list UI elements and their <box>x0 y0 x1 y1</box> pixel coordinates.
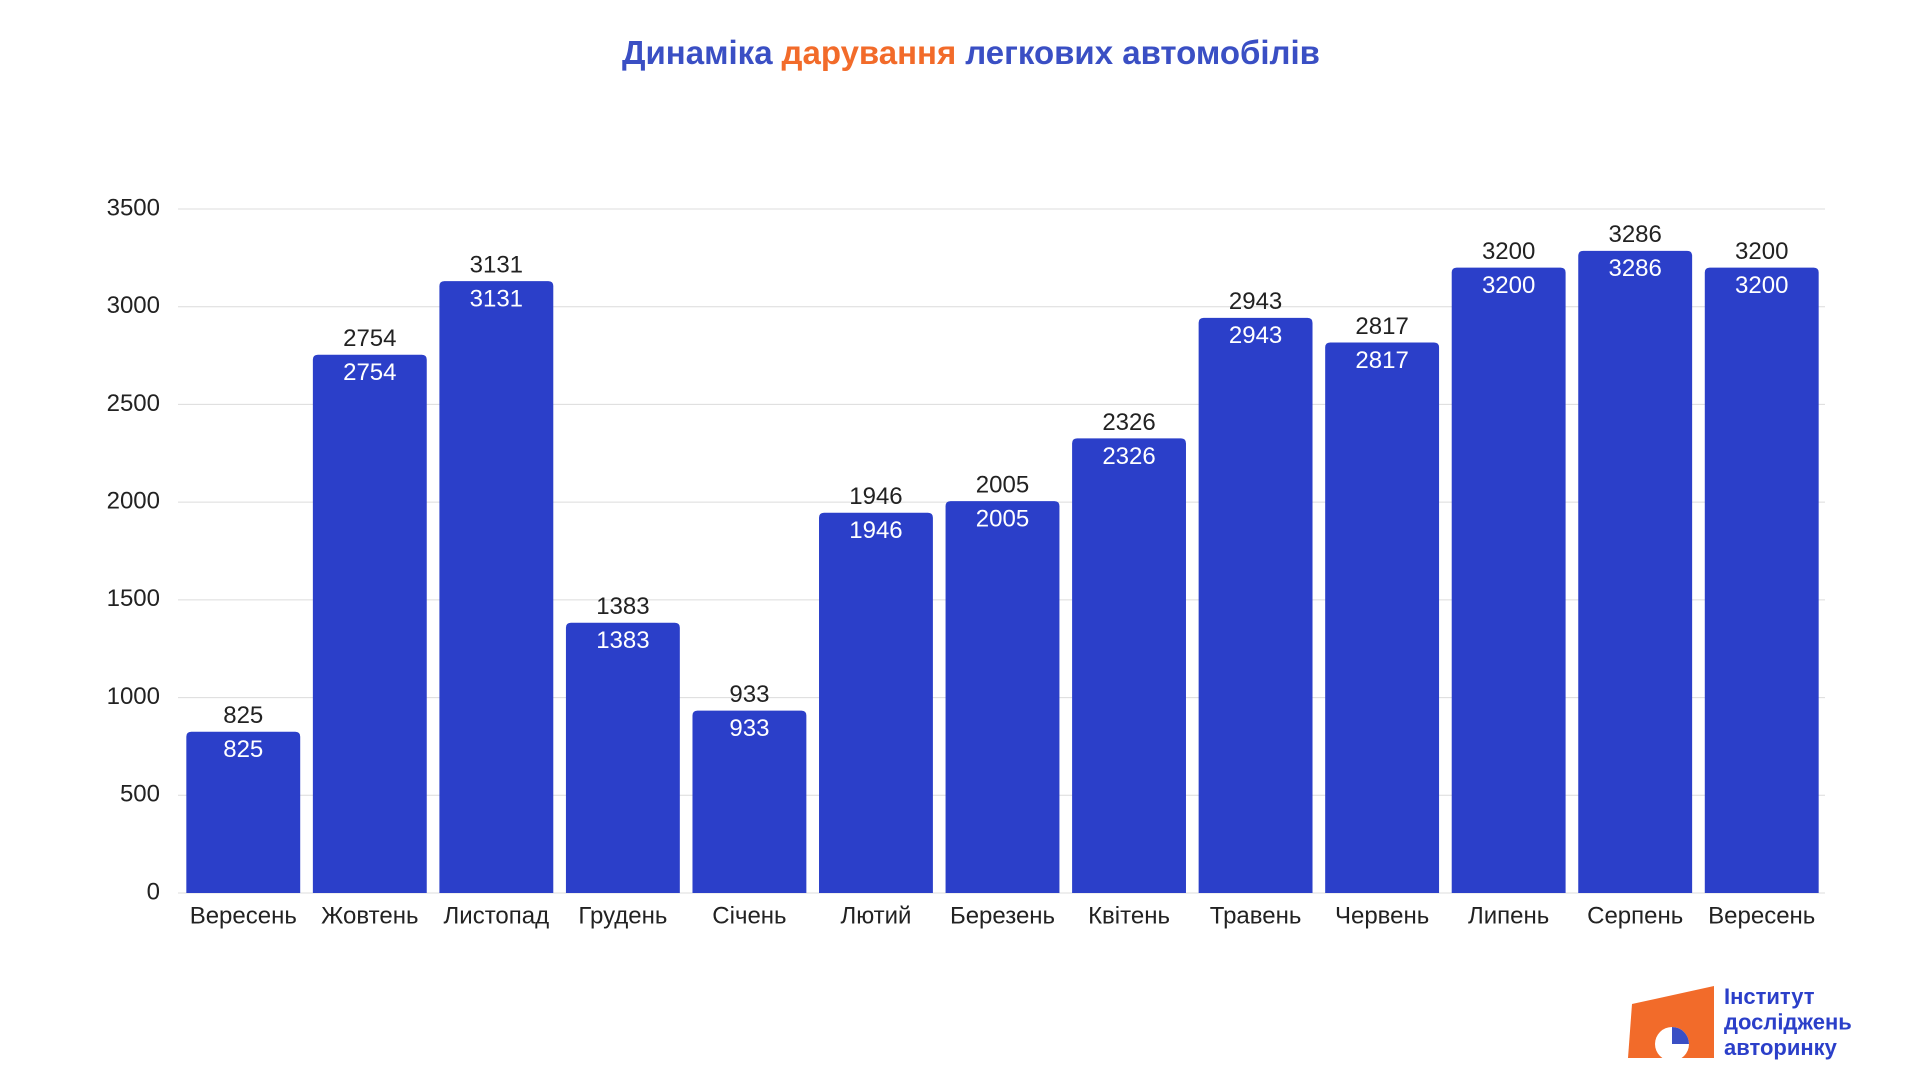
bar <box>565 622 680 893</box>
bar <box>1704 267 1819 894</box>
value-label: 3200 <box>1482 238 1535 265</box>
y-tick-label: 3000 <box>107 292 160 319</box>
value-label: 2943 <box>1229 288 1282 315</box>
value-label-inner: 2817 <box>1355 347 1408 374</box>
x-tick-label: Листопад <box>444 902 550 929</box>
x-tick-label: Червень <box>1335 902 1429 929</box>
value-label-inner: 825 <box>223 736 263 763</box>
logo-text: Інститут <box>1724 984 1815 1009</box>
value-label-inner: 3131 <box>470 285 523 312</box>
x-tick-label: Липень <box>1468 902 1549 929</box>
x-tick-label: Травень <box>1210 902 1302 929</box>
value-label-inner: 3200 <box>1735 272 1788 299</box>
logo-text: авторинку <box>1724 1035 1838 1060</box>
value-label: 825 <box>223 702 263 729</box>
value-label: 1946 <box>849 483 902 510</box>
x-tick-label: Лютий <box>840 902 911 929</box>
value-label: 3200 <box>1735 238 1788 265</box>
title-part: легкових автомобілів <box>965 34 1320 71</box>
value-label: 933 <box>729 681 769 708</box>
value-label-inner: 1383 <box>596 627 649 654</box>
value-label-inner: 933 <box>729 715 769 742</box>
bar <box>1072 438 1186 893</box>
value-label: 2005 <box>976 472 1029 499</box>
y-tick-label: 3500 <box>107 194 160 221</box>
chart-title: Динаміка дарування легкових автомобілів <box>622 34 1320 71</box>
value-label-inner: 3200 <box>1482 272 1535 299</box>
logo <box>1628 986 1714 1061</box>
value-label-inner: 2754 <box>343 359 396 386</box>
value-label-inner: 2943 <box>1229 322 1282 349</box>
bar <box>186 731 301 893</box>
value-label: 3131 <box>470 251 523 278</box>
value-label: 1383 <box>596 593 649 620</box>
x-tick-label: Вересень <box>190 902 297 929</box>
logo-text: досліджень <box>1724 1009 1852 1034</box>
value-label-inner: 2326 <box>1102 443 1155 470</box>
bar <box>945 501 1060 893</box>
bar <box>692 710 807 893</box>
x-tick-label: Січень <box>712 902 786 929</box>
bar <box>312 354 427 894</box>
bar <box>439 281 554 893</box>
title-part: Динаміка <box>622 34 773 71</box>
logo-shape <box>1628 986 1714 1058</box>
value-label: 2326 <box>1102 409 1155 436</box>
y-tick-label: 500 <box>120 781 160 808</box>
x-tick-label: Березень <box>950 902 1055 929</box>
bar <box>819 512 933 893</box>
value-label-inner: 1946 <box>849 517 902 544</box>
x-tick-label: Серпень <box>1587 902 1683 929</box>
y-tick-label: 2500 <box>107 390 160 417</box>
value-label: 2754 <box>343 325 396 352</box>
y-tick-label: 1500 <box>107 585 160 612</box>
value-label: 3286 <box>1608 221 1661 248</box>
y-tick-label: 2000 <box>107 487 160 514</box>
y-tick-label: 1000 <box>107 683 160 710</box>
x-tick-label: Грудень <box>578 902 667 929</box>
title-part: дарування <box>782 34 957 71</box>
x-tick-label: Жовтень <box>321 902 418 929</box>
bar <box>1198 317 1313 893</box>
value-label-inner: 2005 <box>976 506 1029 533</box>
bar <box>1451 267 1566 894</box>
value-label: 2817 <box>1355 313 1408 340</box>
value-label-inner: 3286 <box>1608 255 1661 282</box>
x-tick-label: Вересень <box>1708 902 1815 929</box>
logo-wedge <box>1672 1027 1689 1044</box>
y-tick-label: 0 <box>147 878 160 905</box>
bar <box>1325 342 1440 893</box>
x-tick-label: Квітень <box>1088 902 1170 929</box>
bar <box>1578 250 1693 893</box>
